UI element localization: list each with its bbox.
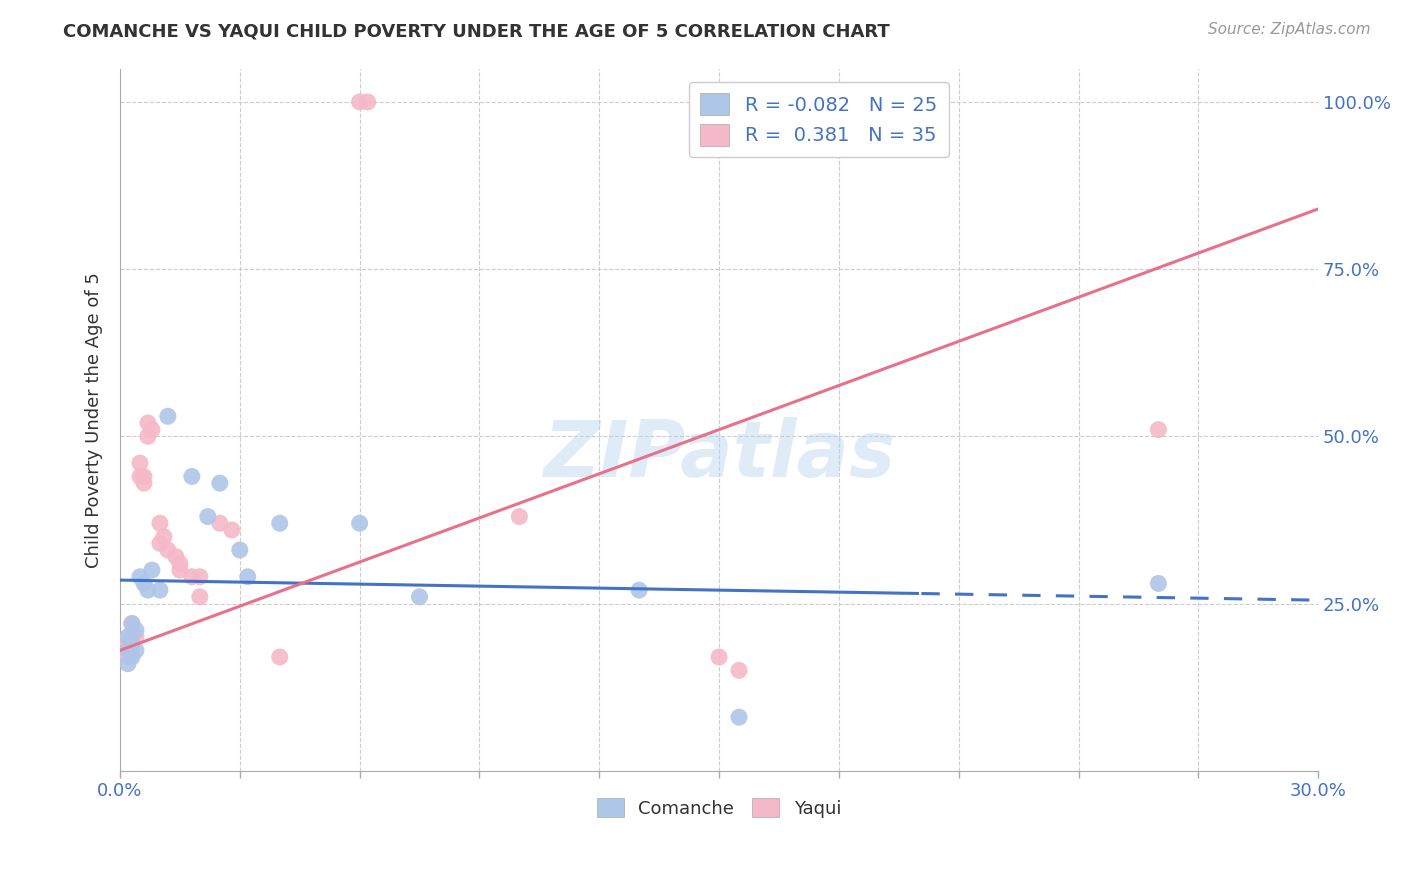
Point [188,590,211,604]
Point [197,509,219,524]
Point [508,509,530,524]
Point [121,637,143,651]
Point [208,476,231,491]
Point [129,456,152,470]
Point [125,624,148,638]
Text: ZIPatlas: ZIPatlas [543,417,896,492]
Point [121,643,143,657]
Point [125,630,148,644]
Point [117,643,139,657]
Point [149,536,172,550]
Point [121,650,143,665]
Text: COMANCHE VS YAQUI CHILD POVERTY UNDER THE AGE OF 5 CORRELATION CHART: COMANCHE VS YAQUI CHILD POVERTY UNDER TH… [63,22,890,40]
Point [117,630,139,644]
Point [356,95,378,109]
Point [229,543,252,558]
Point [236,570,259,584]
Point [125,643,148,657]
Point [117,650,139,665]
Point [408,590,430,604]
Legend: Comanche, Yaqui: Comanche, Yaqui [589,790,848,825]
Point [1147,423,1170,437]
Point [269,516,291,531]
Point [136,583,159,598]
Point [129,570,152,584]
Point [149,516,172,531]
Point [707,650,730,665]
Point [156,409,179,424]
Point [153,530,176,544]
Point [136,416,159,430]
Point [129,469,152,483]
Point [121,630,143,644]
Point [180,469,202,483]
Point [136,429,159,443]
Point [117,630,139,644]
Text: Source: ZipAtlas.com: Source: ZipAtlas.com [1208,22,1371,37]
Point [132,469,155,483]
Point [141,563,163,577]
Point [121,616,143,631]
Point [188,570,211,584]
Point [165,549,187,564]
Point [117,657,139,671]
Point [117,637,139,651]
Point [121,637,143,651]
Point [180,570,202,584]
Point [208,516,231,531]
Point [728,664,751,678]
Point [628,583,651,598]
Point [349,516,371,531]
Point [132,476,155,491]
Y-axis label: Child Poverty Under the Age of 5: Child Poverty Under the Age of 5 [86,272,103,567]
Point [728,710,751,724]
Point [156,543,179,558]
Point [169,557,191,571]
Point [221,523,243,537]
Point [132,576,155,591]
Point [121,616,143,631]
Point [349,95,371,109]
Point [141,423,163,437]
Point [169,563,191,577]
Point [1147,576,1170,591]
Point [117,643,139,657]
Point [269,650,291,665]
Point [149,583,172,598]
